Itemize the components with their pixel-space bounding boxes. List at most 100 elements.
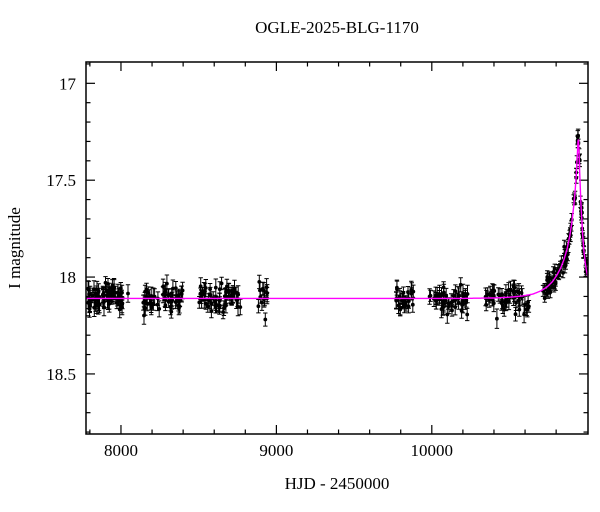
- data-point: [177, 304, 182, 309]
- data-point: [441, 285, 446, 290]
- data-point: [203, 301, 208, 306]
- data-point: [398, 307, 403, 312]
- data-point: [441, 301, 446, 306]
- data-point: [86, 300, 90, 305]
- data-point: [400, 298, 405, 303]
- x-tick-label: 8000: [104, 441, 138, 460]
- data-point: [409, 289, 414, 294]
- data-point: [208, 298, 212, 303]
- data-point: [86, 286, 90, 291]
- data-point: [96, 289, 101, 294]
- data-point: [161, 292, 165, 297]
- data-point: [145, 302, 150, 306]
- data-point: [256, 304, 261, 309]
- data-point: [168, 305, 173, 309]
- y-tick-label: 18: [59, 268, 76, 287]
- data-point: [146, 291, 151, 295]
- data-point: [94, 303, 99, 308]
- data-point: [500, 299, 505, 304]
- data-point: [461, 302, 465, 307]
- data-point: [262, 288, 266, 293]
- x-axis-label: HJD - 2450000: [285, 474, 390, 493]
- data-point: [488, 292, 493, 297]
- data-point: [547, 286, 551, 291]
- data-point: [148, 300, 153, 305]
- data-point: [198, 284, 203, 289]
- data-point: [492, 289, 497, 293]
- data-point: [109, 292, 113, 297]
- data-point: [545, 275, 550, 279]
- data-point: [213, 300, 218, 304]
- data-point: [92, 287, 96, 292]
- data-point: [396, 303, 401, 308]
- data-point: [552, 267, 557, 271]
- data-point: [258, 288, 262, 293]
- data-point: [491, 301, 496, 306]
- data-point: [118, 293, 123, 297]
- data-point: [523, 302, 527, 307]
- data-point: [495, 316, 499, 321]
- data-point: [126, 291, 130, 296]
- data-point: [437, 292, 442, 296]
- data-point: [527, 304, 531, 309]
- data-point: [197, 300, 202, 305]
- data-point: [263, 317, 268, 322]
- data-point: [155, 302, 160, 307]
- x-tick-label: 10000: [411, 441, 454, 460]
- data-point: [406, 290, 410, 294]
- data-point: [453, 289, 458, 293]
- y-tick-label: 18.5: [46, 365, 76, 384]
- data-point: [513, 312, 518, 317]
- data-point: [117, 307, 122, 312]
- data-point: [450, 308, 454, 313]
- model-curve: [86, 139, 589, 300]
- data-point: [179, 292, 184, 296]
- chart-title: OGLE-2025-BLG-1170: [255, 18, 419, 37]
- data-point: [410, 302, 415, 307]
- data-point: [404, 303, 408, 308]
- data-point: [446, 301, 451, 306]
- data-point: [508, 288, 513, 292]
- data-point: [428, 293, 433, 298]
- data-point: [236, 292, 241, 297]
- data-point: [103, 280, 108, 285]
- data-points: [85, 128, 589, 329]
- data-point: [166, 293, 171, 298]
- data-point: [512, 290, 517, 295]
- data-point: [224, 294, 229, 299]
- data-point: [264, 285, 269, 290]
- data-point: [464, 298, 469, 302]
- data-point: [238, 305, 243, 309]
- data-point: [157, 307, 162, 311]
- data-point: [504, 291, 508, 296]
- data-point: [522, 312, 526, 317]
- data-point: [226, 288, 231, 293]
- data-point: [221, 310, 226, 314]
- model-curve-line: [86, 139, 589, 300]
- data-point: [451, 299, 455, 304]
- data-point: [142, 299, 147, 303]
- data-point: [445, 312, 450, 317]
- data-point: [524, 307, 529, 312]
- data-point: [395, 285, 399, 290]
- y-tick-label: 17: [59, 74, 77, 93]
- y-tick-label: 17.5: [46, 171, 76, 190]
- data-point: [216, 303, 221, 308]
- data-point: [517, 307, 522, 312]
- data-point: [101, 294, 106, 299]
- data-point: [213, 285, 218, 290]
- data-point: [230, 291, 235, 295]
- data-point: [443, 298, 448, 303]
- data-point: [120, 301, 125, 306]
- data-point: [208, 287, 213, 291]
- data-point: [106, 290, 110, 295]
- plot-border: [85, 61, 589, 435]
- data-point: [461, 291, 465, 295]
- y-axis-label: I magnitude: [5, 207, 24, 289]
- axis-ticks: [86, 62, 588, 434]
- data-point: [465, 312, 470, 317]
- axis-tick-labels: 8000 9000 10000 17 17.5 18 18.5: [46, 74, 453, 460]
- x-tick-label: 9000: [259, 441, 293, 460]
